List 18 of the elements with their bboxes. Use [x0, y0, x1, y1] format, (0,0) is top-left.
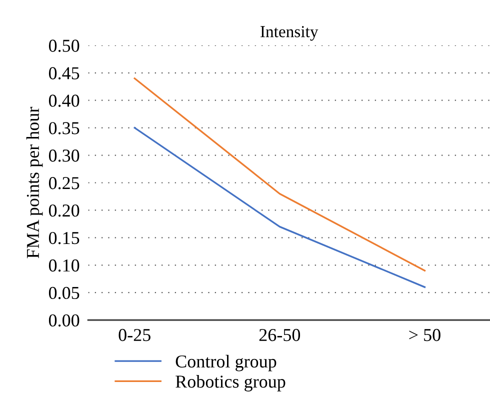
y-tick-label: 0.00: [48, 314, 80, 327]
y-tick-label: 0.25: [48, 177, 80, 190]
legend-label: Control group: [176, 354, 276, 372]
y-axis-title: FMA points per hour: [26, 106, 43, 258]
chart-title: Intensity: [260, 26, 318, 41]
y-tick-label: 0.45: [48, 67, 80, 80]
y-tick-label: 0.05: [48, 286, 80, 300]
y-tick-label: 0.35: [48, 122, 80, 134]
y-tick-label: 0.40: [48, 94, 80, 107]
x-tick-label: 26-50: [259, 328, 300, 342]
legend-label: Robotics group: [176, 375, 286, 392]
y-tick-label: 0.50: [48, 40, 80, 52]
y-tick-label: 0.30: [48, 150, 80, 162]
x-tick-label: 0-25: [118, 328, 150, 342]
y-tick-label: 0.15: [48, 232, 80, 244]
y-tick-label: 0.10: [48, 259, 80, 272]
x-tick-label: > 50: [409, 328, 440, 342]
y-tick-label: 0.20: [48, 204, 80, 217]
